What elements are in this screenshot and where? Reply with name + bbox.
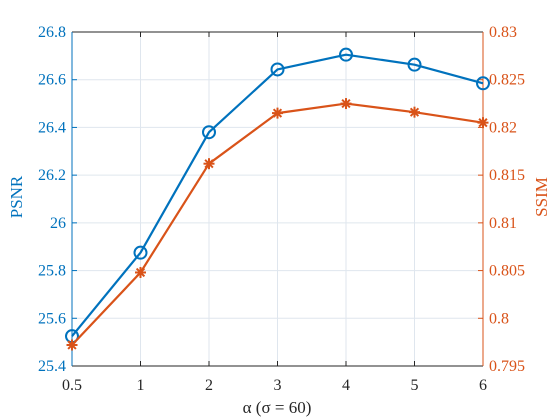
data-point	[407, 57, 422, 72]
x-tick-labels: 0.5 1 2 3 4 5 6	[62, 377, 487, 394]
left-y-tick-label: 25.6	[38, 310, 66, 327]
data-point	[476, 76, 490, 91]
data-point	[270, 62, 285, 77]
series-line	[71, 53, 484, 337]
data-point	[66, 339, 78, 351]
right-y-tick-label: 0.795	[489, 358, 525, 375]
x-tick-label: 0.5	[62, 377, 82, 394]
data-point	[477, 117, 489, 129]
x-tick-label: 2	[205, 377, 213, 394]
x-tick-label: 5	[411, 377, 419, 394]
x-tick-label: 1	[137, 377, 145, 394]
right-y-tick-label: 0.83	[489, 24, 517, 41]
right-y-tick-labels: 0.795 0.8 0.805 0.81 0.815 0.82 0.825 0.83	[489, 24, 525, 375]
left-y-tick-label: 26	[50, 215, 66, 232]
data-point	[202, 125, 216, 140]
left-y-tick-label: 26.8	[38, 24, 66, 41]
series-psnr	[65, 47, 490, 344]
right-y-axis-label: SSIM	[532, 177, 551, 217]
right-y-tick-label: 0.82	[489, 119, 517, 136]
data-point	[339, 47, 353, 62]
axes	[71, 31, 484, 367]
left-y-tick-label: 26.6	[38, 72, 66, 89]
left-y-tick-label: 25.4	[38, 358, 66, 375]
grid-lines	[71, 32, 484, 366]
series-ssim	[66, 98, 489, 351]
series-layer	[65, 47, 490, 351]
right-y-tick-label: 0.8	[489, 310, 509, 327]
data-point	[133, 245, 148, 260]
data-point	[409, 106, 420, 118]
left-y-tick-label: 26.2	[38, 167, 66, 184]
x-tick-label: 6	[479, 377, 487, 394]
x-tick-label: 4	[342, 377, 350, 394]
left-y-tick-labels: 25.4 25.6 25.8 26 26.2 26.4 26.6 26.8	[38, 24, 66, 375]
right-y-tick-label: 0.815	[489, 167, 525, 184]
data-point	[135, 266, 146, 278]
left-y-tick-label: 26.4	[38, 119, 66, 136]
data-point	[272, 107, 283, 119]
x-axis-label: α (σ = 60)	[243, 398, 312, 417]
right-y-tick-label: 0.81	[489, 215, 517, 232]
right-y-tick-label: 0.805	[489, 263, 525, 280]
left-y-axis-label: PSNR	[7, 175, 26, 218]
right-y-tick-label: 0.825	[489, 72, 525, 89]
data-point	[203, 158, 215, 170]
x-tick-label: 3	[274, 377, 282, 394]
left-y-tick-label: 25.8	[38, 263, 66, 280]
data-point	[340, 98, 352, 110]
